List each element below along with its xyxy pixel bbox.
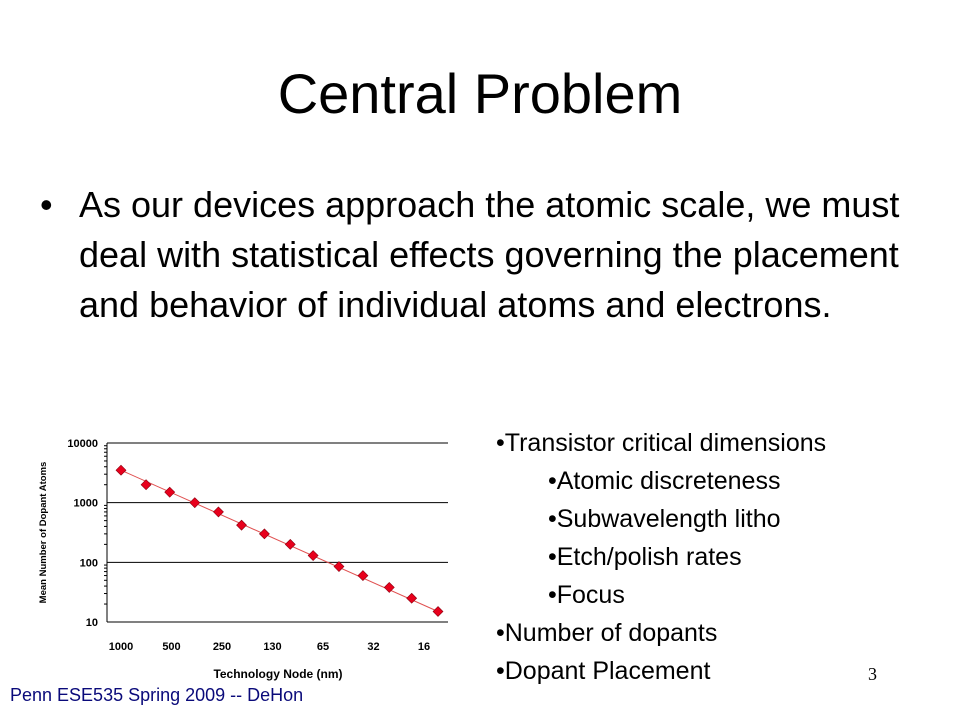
bullet-text: As our devices approach the atomic scale… bbox=[79, 184, 900, 325]
x-tick-label: 1000 bbox=[109, 641, 133, 653]
list-item: •Etch/polish rates bbox=[548, 543, 742, 571]
x-tick-label: 500 bbox=[162, 641, 180, 653]
y-tick-label: 100 bbox=[80, 557, 98, 569]
page-number: 3 bbox=[868, 664, 877, 684]
y-axis-title: Mean Number of Dopant Atoms bbox=[38, 462, 49, 604]
main-bullet: • As our devices approach the atomic sca… bbox=[40, 180, 940, 330]
x-axis-title: Technology Node (nm) bbox=[213, 667, 342, 681]
list-item: •Atomic discreteness bbox=[548, 467, 781, 495]
data-point bbox=[236, 519, 247, 531]
y-tick-label: 10 bbox=[86, 617, 98, 629]
data-point bbox=[258, 528, 270, 540]
list-item: •Subwavelength litho bbox=[548, 505, 781, 533]
data-point bbox=[115, 464, 127, 476]
list-item: •Dopant Placement bbox=[496, 657, 711, 685]
data-point bbox=[189, 497, 201, 509]
data-point bbox=[333, 561, 345, 572]
data-point bbox=[432, 606, 444, 617]
list-item: •Number of dopants bbox=[496, 619, 718, 647]
x-tick-label: 16 bbox=[418, 641, 430, 653]
dopant-chart: 10 100 1000 10000 1000 500 250 130 65 32 16 Technol… bbox=[38, 438, 448, 681]
data-point bbox=[357, 570, 369, 581]
x-tick-label: 250 bbox=[213, 641, 231, 653]
y-tick-label: 1000 bbox=[74, 498, 98, 510]
footer-text: Penn ESE535 Spring 2009 -- DeHon bbox=[10, 685, 304, 705]
slide-title: Central Problem bbox=[277, 62, 683, 125]
right-bullet-list: •Transistor critical dimensions •Atomic … bbox=[496, 424, 956, 690]
list-item: •Transistor critical dimensions bbox=[496, 429, 827, 457]
list-item: •Focus bbox=[548, 581, 625, 609]
data-point bbox=[284, 538, 296, 550]
x-tick-label: 32 bbox=[367, 641, 379, 653]
x-tick-label: 65 bbox=[317, 641, 329, 653]
data-point bbox=[406, 592, 418, 604]
data-point bbox=[383, 581, 395, 593]
data-point bbox=[307, 550, 319, 561]
data-point bbox=[164, 486, 176, 498]
data-point bbox=[140, 479, 152, 491]
data-point bbox=[213, 506, 224, 518]
bullet-marker: • bbox=[40, 184, 53, 225]
x-tick-label: 130 bbox=[263, 641, 281, 653]
y-tick-label: 10000 bbox=[67, 438, 98, 450]
